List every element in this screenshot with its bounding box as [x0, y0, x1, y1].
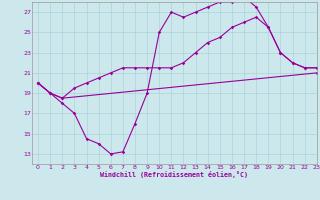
X-axis label: Windchill (Refroidissement éolien,°C): Windchill (Refroidissement éolien,°C) [100, 171, 248, 178]
